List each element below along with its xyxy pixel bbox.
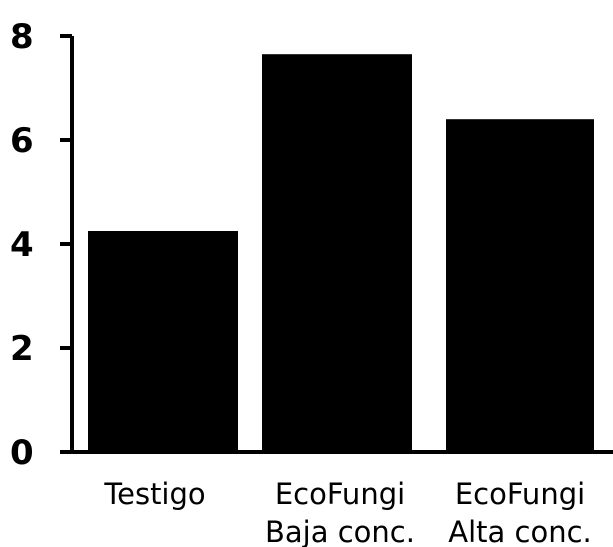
bars (88, 54, 594, 452)
x-tick-labels: Testigo EcoFungi Baja conc. EcoFungi Alta co… (103, 477, 591, 547)
bar (88, 231, 238, 452)
bar (446, 119, 594, 452)
y-tick-label: 0 (10, 433, 34, 473)
y-tick-label: 8 (10, 17, 34, 57)
y-tick-label: 2 (10, 329, 34, 369)
y-tick-label: 6 (10, 121, 34, 161)
x-tick-label: Alta conc. (448, 515, 592, 547)
y-tick-label: 4 (10, 225, 34, 265)
x-tick-label: EcoFungi (275, 477, 405, 511)
y-axis: 0 2 4 6 8 (10, 17, 74, 473)
x-tick-label: Baja conc. (265, 515, 415, 547)
x-tick-label: EcoFungi (455, 477, 585, 511)
bar (262, 54, 412, 452)
x-tick-label: Testigo (103, 477, 205, 511)
y-ticks: 0 2 4 6 8 (10, 17, 72, 473)
